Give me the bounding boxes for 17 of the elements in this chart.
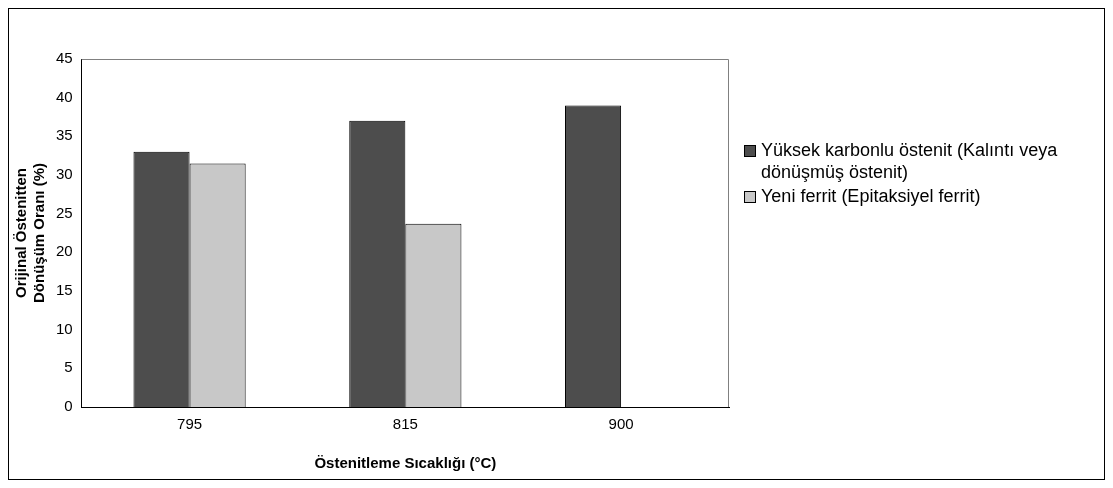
y-tick-label: 20 (56, 242, 73, 260)
legend-label: Yüksek karbonlu östenit (Kalıntı veya dönüşmüş östenit) (761, 139, 1059, 183)
x-tick-label: 815 (392, 415, 418, 433)
y-tick-label: 15 (56, 281, 73, 299)
y-tick-label: 35 (56, 126, 73, 144)
x-axis-title: Östenitleme Sıcaklığı (°C) (314, 454, 497, 472)
y-tick-label: 45 (56, 49, 73, 67)
y-tick-label: 10 (56, 319, 73, 337)
y-axis-title: Orijinal Östenitten Dönüşüm Oranı (%) (12, 162, 48, 304)
y-tick-label: 25 (56, 203, 73, 221)
y-tick-label: 30 (56, 165, 73, 183)
y-tick-label: 5 (64, 358, 73, 376)
x-tick-label: 900 (608, 415, 634, 433)
x-tick-label: 795 (177, 415, 203, 433)
y-tick-label: 40 (56, 87, 73, 105)
legend-label: Yeni ferrit (Epitaksiyel ferrit) (761, 185, 981, 207)
y-tick-label: 0 (64, 397, 73, 415)
